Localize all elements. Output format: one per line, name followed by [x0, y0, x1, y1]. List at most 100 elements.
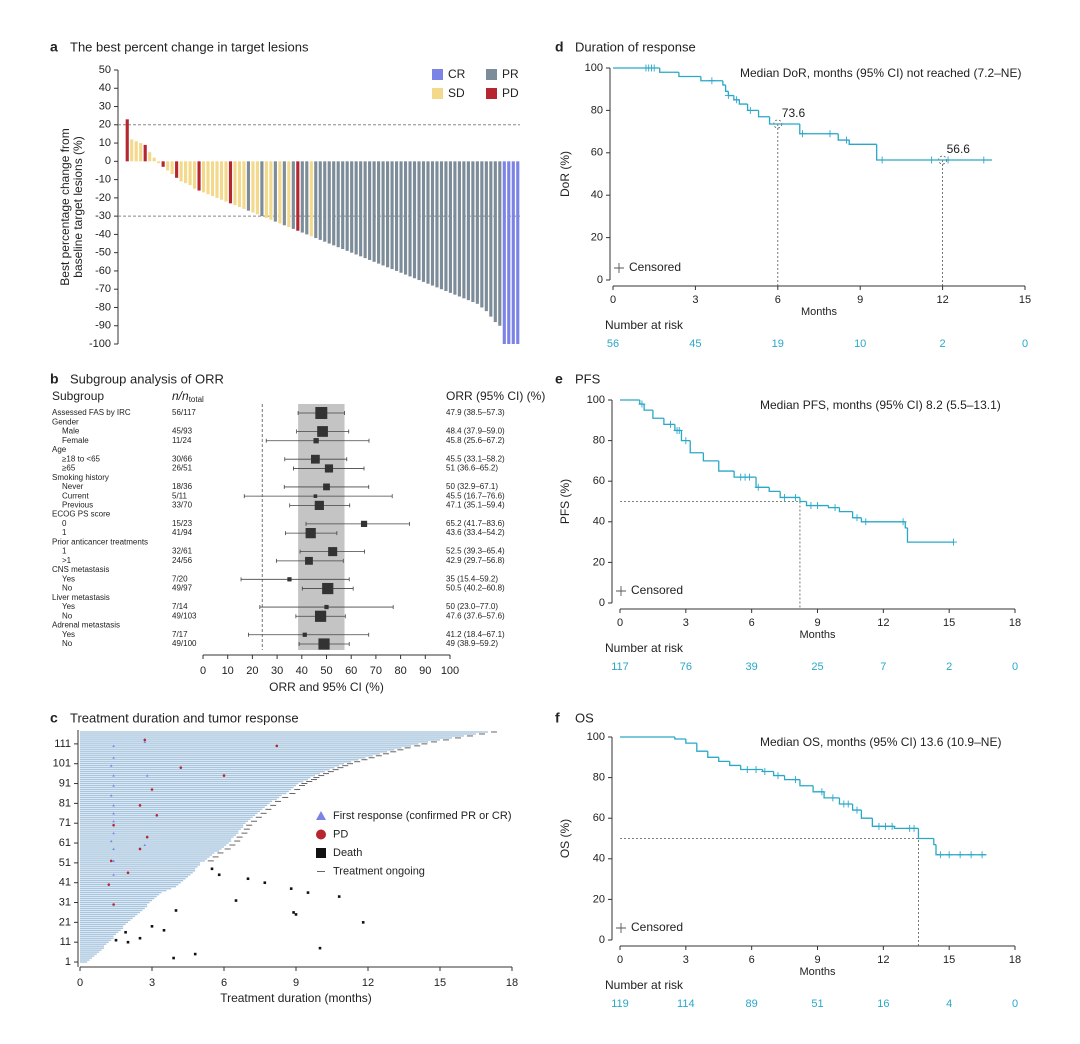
duration-bar: [80, 955, 95, 957]
censor-mark: [950, 538, 958, 546]
km-step: [643, 404, 653, 411]
panel-title: PFS: [575, 371, 601, 386]
y-tick-label: 81: [59, 797, 71, 809]
subgroup-n: 7/20: [172, 574, 188, 583]
death-marker: [316, 848, 326, 858]
km-step: [678, 72, 701, 78]
duration-bar: [80, 895, 157, 898]
bar: [412, 161, 417, 279]
subgroup-orr: 45.5 (33.1–58.2): [446, 454, 505, 463]
y-tick-label: 41: [59, 877, 71, 889]
duration-bar: [80, 780, 304, 783]
censor-mark: [878, 156, 886, 164]
censor-mark: [826, 130, 834, 138]
x-tick-label: 18: [506, 977, 518, 989]
x-axis-label: Months: [799, 966, 836, 978]
censor-mark: [792, 776, 800, 784]
duration-bar: [80, 735, 464, 737]
bar: [480, 161, 484, 308]
duration-bar: [80, 745, 412, 747]
x-tick-label: 40: [296, 665, 308, 677]
response-marker: [112, 756, 115, 759]
duration-bar: [80, 788, 292, 791]
duration-bar: [80, 794, 282, 797]
at-risk-count: 0: [1012, 661, 1018, 673]
x-tick-label: 0: [200, 665, 206, 677]
at-risk-count: 19: [772, 338, 784, 350]
panel-letter: d: [555, 39, 564, 55]
at-risk-label: Number at risk: [605, 978, 684, 992]
bar: [282, 161, 286, 226]
bar: [264, 161, 268, 218]
duration-bar: [80, 858, 208, 860]
y-tick-label: 61: [59, 837, 71, 849]
duration-bar: [80, 885, 176, 888]
bar: [215, 161, 219, 198]
duration-bar: [80, 822, 246, 824]
bar: [336, 161, 340, 248]
response-marker: [112, 831, 115, 835]
bar: [179, 161, 183, 182]
annotation: Median PFS, months (95% CI) 8.2 (5.5–13.…: [760, 398, 1001, 412]
duration-bar: [80, 796, 280, 799]
bar: [354, 161, 358, 255]
x-tick-label: 15: [434, 977, 446, 989]
pd-marker: [138, 804, 142, 807]
bar: [125, 119, 129, 162]
censor-mark: [675, 426, 683, 434]
header-n: n/ntotal: [172, 389, 204, 404]
subgroup-orr: 47.9 (38.5–57.3): [446, 408, 505, 417]
km-step: [779, 491, 800, 499]
panel-letter: c: [50, 710, 58, 726]
header-n-sub: total: [189, 395, 204, 404]
y-tick-label: 60: [593, 812, 605, 824]
y-tick-label: 20: [593, 893, 605, 905]
duration-bar: [80, 818, 251, 820]
duration-bar: [80, 828, 241, 830]
duration-bar: [80, 883, 179, 886]
subgroup-label: 1: [62, 528, 67, 537]
km-step: [740, 765, 763, 771]
subgroup-orr: 45.5 (16.7–76.6): [446, 491, 505, 500]
bar: [287, 161, 291, 228]
duration-bar: [80, 864, 200, 866]
duration-bar: [80, 951, 100, 953]
bar: [408, 161, 412, 277]
bar: [260, 161, 264, 217]
pd-marker: [179, 766, 183, 769]
subgroup-label: Assessed FAS by IRC: [52, 408, 131, 417]
x-tick-label: 0: [610, 294, 616, 306]
header-orr: ORR (95% CI) (%): [446, 389, 545, 403]
km-step: [746, 104, 759, 112]
km-step: [768, 487, 781, 492]
bar: [134, 141, 138, 162]
duration-bar: [80, 747, 402, 749]
km-step: [904, 521, 908, 529]
x-tick-label: 30: [271, 665, 283, 677]
bar: [233, 161, 237, 206]
duration-bar: [80, 929, 121, 931]
duration-bar: [80, 868, 196, 870]
response-marker: [112, 847, 115, 851]
y-tick-label: 80: [591, 104, 603, 116]
km-step: [722, 80, 726, 86]
km-step: [917, 828, 934, 840]
duration-bar: [80, 733, 476, 735]
km-step: [724, 84, 729, 92]
duration-bar: [80, 953, 97, 955]
bar: [206, 161, 210, 195]
y-tick-label: 71: [59, 817, 71, 829]
duration-bar: [80, 923, 126, 926]
km-step: [935, 844, 987, 856]
panel-title: OS: [575, 710, 594, 725]
pd-marker: [275, 744, 279, 748]
duration-bar: [80, 870, 196, 872]
bar: [327, 161, 331, 244]
legend-label: PD: [333, 828, 348, 840]
censor-mark: [978, 851, 986, 859]
subgroup-orr: 50 (23.0–77.0): [446, 602, 498, 611]
km-step: [768, 116, 800, 125]
duration-bar: [80, 731, 488, 733]
y-tick-label: 100: [587, 394, 605, 406]
x-tick-label: 3: [149, 977, 155, 989]
